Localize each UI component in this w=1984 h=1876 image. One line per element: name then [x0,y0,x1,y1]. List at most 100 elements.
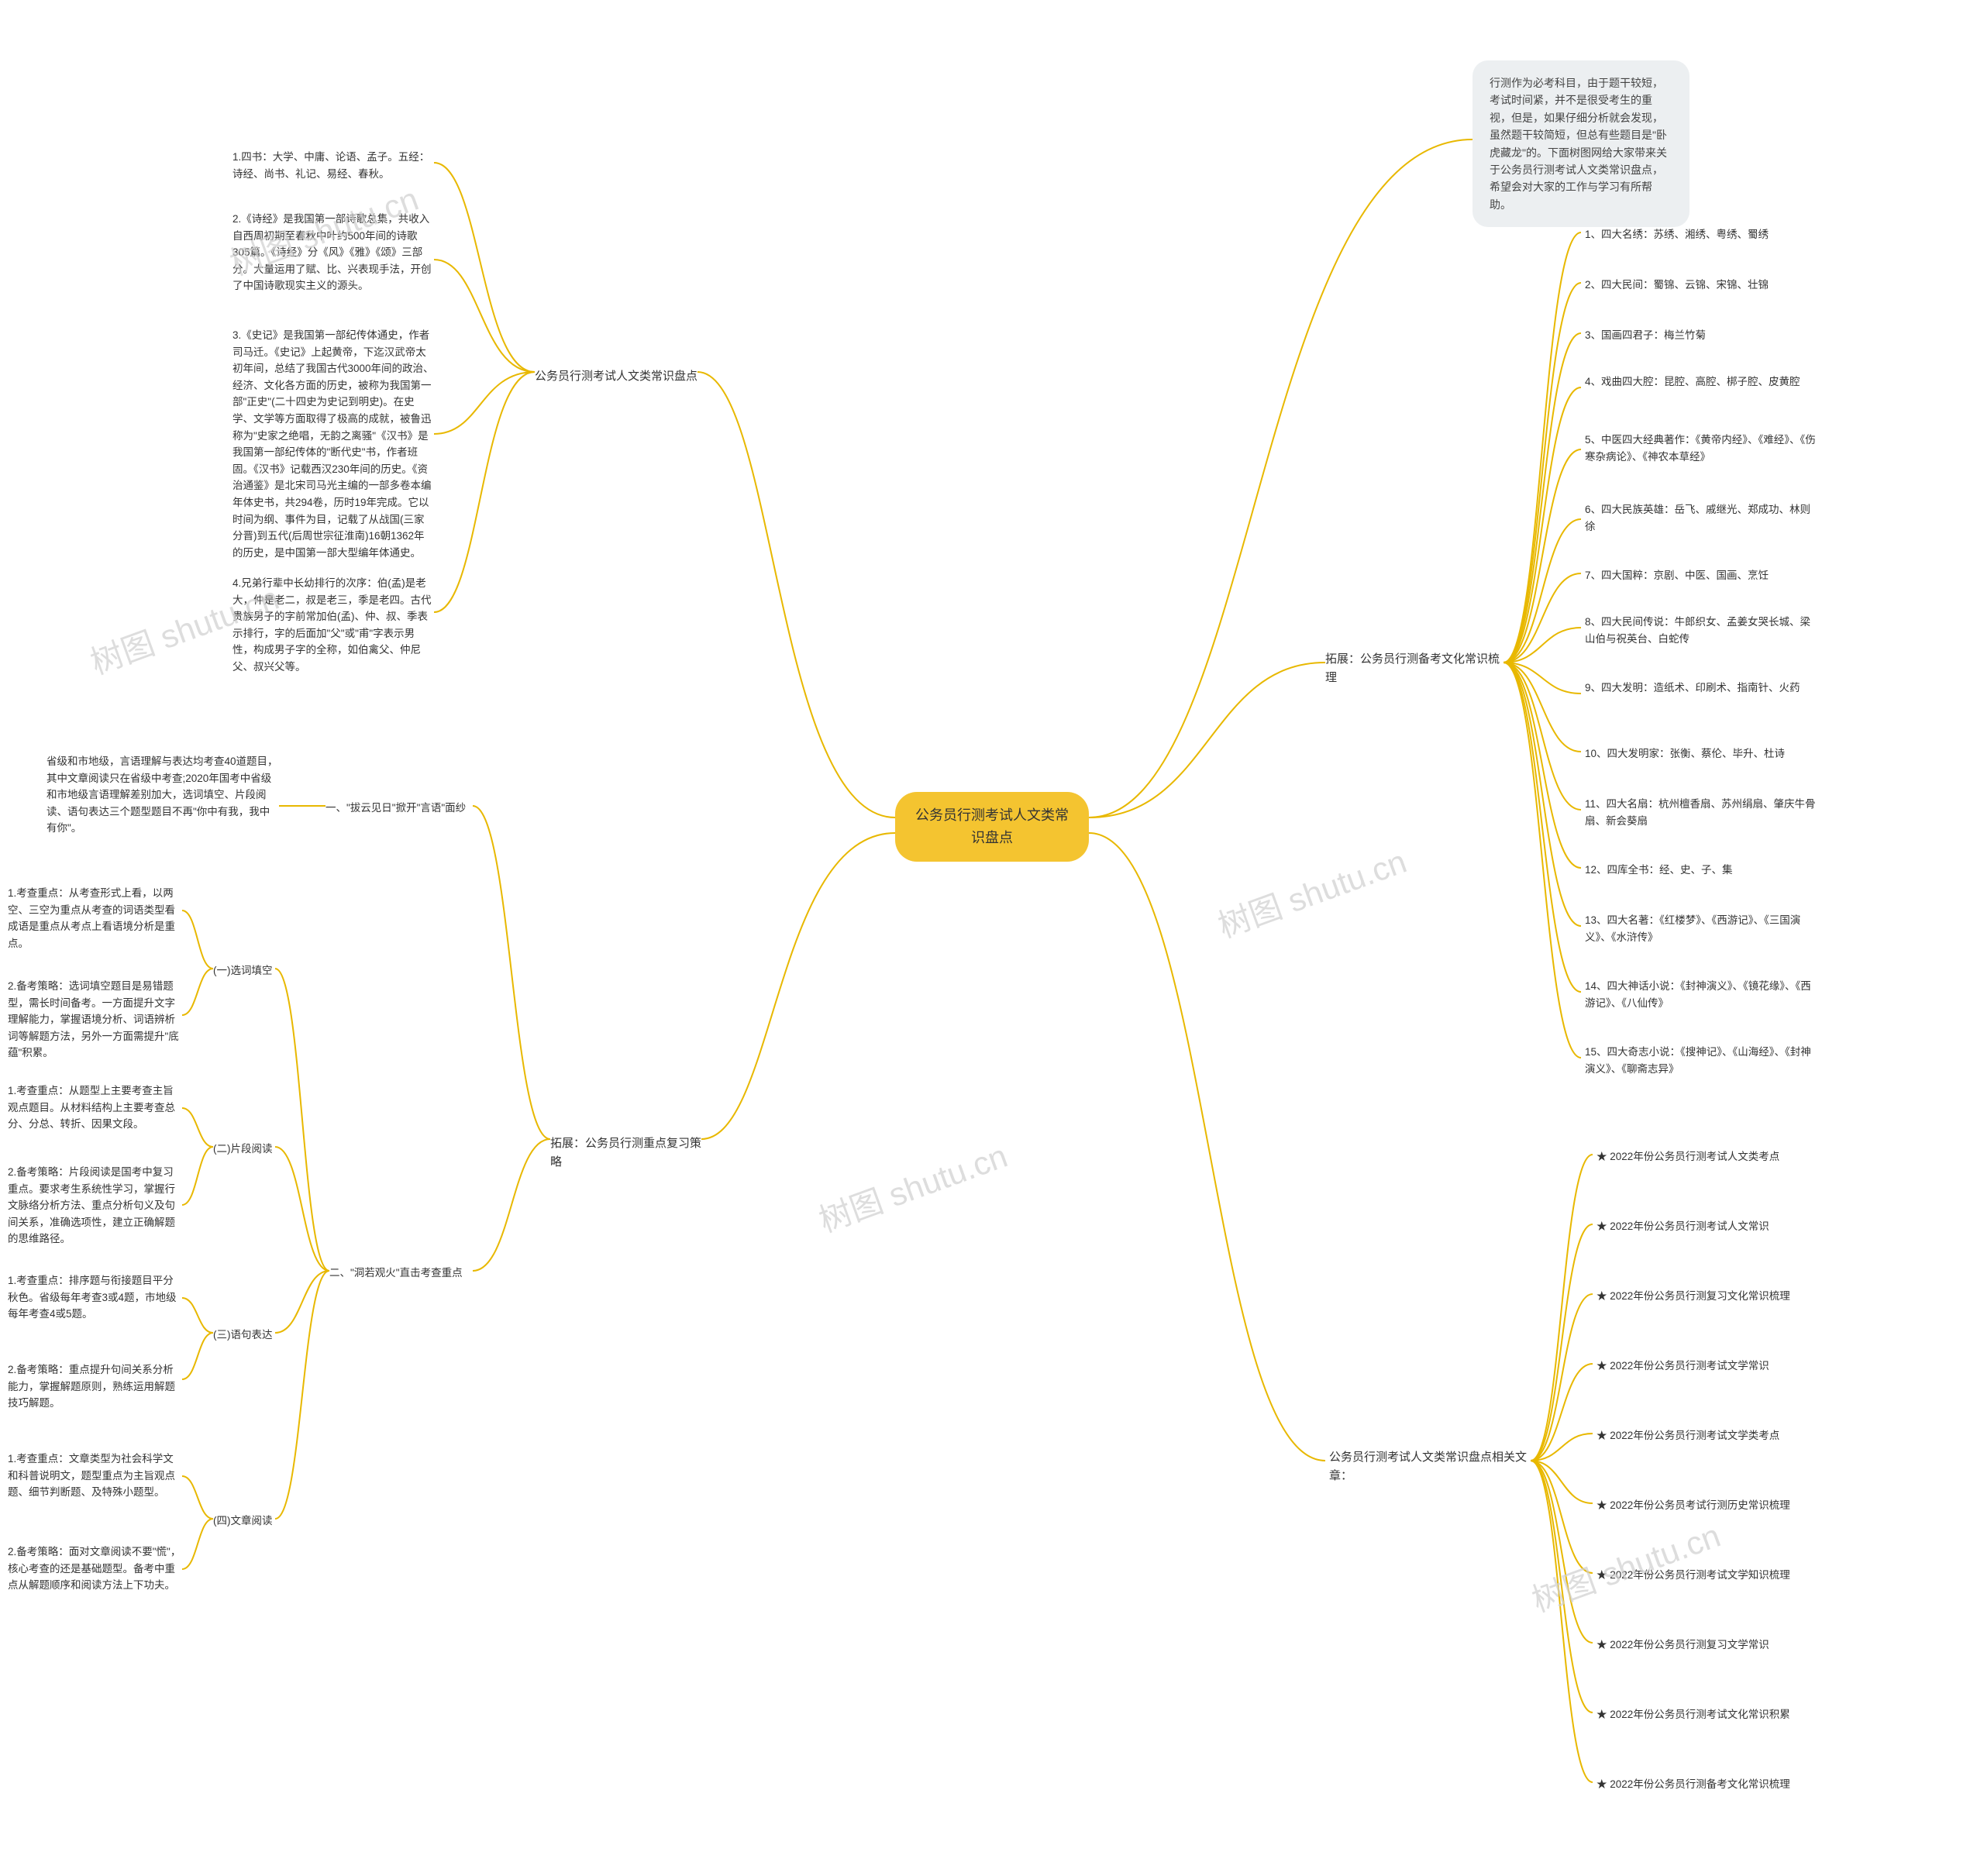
left-branch-1[interactable]: 公务员行测考试人文类常识盘点 [535,364,698,389]
left-branch-2-label: 拓展：公务员行测重点复习策略 [550,1137,701,1169]
lb2-sub-3-item-0: 1.考查重点：文章类型为社会科学文和科普说明文，题型重点为主旨观点题、细节判断题… [8,1449,182,1503]
rb1-item-1-text: 2、四大民间：蜀锦、云锦、宋锦、壮锦 [1585,279,1769,291]
lb2-sec1-text-content: 省级和市地级，言语理解与表达均考查40道题目，其中文章阅读只在省级中考查;202… [46,756,278,834]
lb2-sub-1-item-0-text: 1.考查重点：从题型上主要考查主旨观点题目。从材料结构上主要考查总分、分总、转折… [8,1085,175,1130]
rb1-item-12-text: 13、四大名著：《红楼梦》、《西游记》、《三国演义》、《水浒传》 [1585,914,1800,943]
rb1-item-14-text: 15、四大奇志小说：《搜神记》、《山海经》、《封神演义》、《聊斋志异》 [1585,1046,1811,1075]
intro-node: 行测作为必考科目，由于题干较短，考试时间紧，并不是很受考生的重视，但是，如果仔细… [1472,60,1690,227]
lb2-sub-3-item-1: 2.备考策略：面对文章阅读不要"慌"，核心考查的还是基础题型。备考中重点从解题顺… [8,1542,182,1595]
rb2-item-7-text: ★ 2022年份公务员行测复习文学常识 [1596,1639,1769,1651]
rb1-item-0-text: 1、四大名绣：苏绣、湘绣、粤绣、蜀绣 [1585,229,1769,240]
rb2-item-4-text: ★ 2022年份公务员行测考试文学类考点 [1596,1430,1779,1441]
lb2-sub-0-item-0-text: 1.考查重点：从考查形式上看，以两空、三空为重点从考查的词语类型看成语是重点从考… [8,887,175,949]
lb2-sub-2-item-1-text: 2.备考策略：重点提升句间关系分析能力，掌握解题原则，熟练运用解题技巧解题。 [8,1364,175,1409]
rb1-item-4-text: 5、中医四大经典著作：《黄帝内经》、《难经》、《伤寒杂病论》、《神农本草经》 [1585,434,1816,463]
lb2-sub-1[interactable]: (二)片段阅读 [213,1139,283,1159]
rb1-item-14: 15、四大奇志小说：《搜神记》、《山海经》、《封神演义》、《聊斋志异》 [1585,1042,1817,1079]
rb1-item-6-text: 7、四大国粹：京剧、中医、国画、烹饪 [1585,570,1769,581]
lb1-item-2: 3.《史记》是我国第一部纪传体通史，作者司马迁。《史记》上起黄帝，下迄汉武帝太初… [232,325,434,563]
rb1-item-13: 14、四大神话小说：《封神演义》、《镜花缘》、《西游记》、《八仙传》 [1585,976,1817,1013]
rb1-item-11: 12、四库全书：经、史、子、集 [1585,860,1817,880]
rb2-item-6-text: ★ 2022年份公务员行测考试文学知识梳理 [1596,1569,1790,1581]
rb1-item-9-text: 10、四大发明家：张衡、蔡伦、毕升、杜诗 [1585,748,1785,759]
rb2-item-2-text: ★ 2022年份公务员行测复习文化常识梳理 [1596,1290,1790,1302]
rb1-item-8: 9、四大发明：造纸术、印刷术、指南针、火药 [1585,678,1817,698]
rb1-item-5-text: 6、四大民族英雄：岳飞、戚继光、郑成功、林则徐 [1585,504,1810,532]
lb2-sub-1-item-0: 1.考查重点：从题型上主要考查主旨观点题目。从材料结构上主要考查总分、分总、转折… [8,1081,182,1134]
rb1-item-7-text: 8、四大民间传说：牛郎织女、孟姜女哭长城、梁山伯与祝英台、白蛇传 [1585,616,1810,645]
watermark-text: 树图 shutu.cn [815,1138,1012,1239]
rb2-item-1: ★ 2022年份公务员行测考试人文常识 [1596,1217,1844,1237]
right-branch-1-label: 拓展：公务员行测备考文化常识梳理 [1325,652,1500,684]
rb1-item-10: 11、四大名扇：杭州檀香扇、苏州绢扇、肇庆牛骨扇、新会葵扇 [1585,794,1817,831]
lb1-item-0: 1.四书：大学、中庸、论语、孟子。五经：诗经、尚书、礼记、易经、春秋。 [232,147,434,184]
rb1-item-5: 6、四大民族英雄：岳飞、戚继光、郑成功、林则徐 [1585,500,1817,536]
lb2-sub-1-label: (二)片段阅读 [213,1143,273,1155]
rb1-item-1: 2、四大民间：蜀锦、云锦、宋锦、壮锦 [1585,275,1817,295]
watermark: 树图 shutu.cn [811,1130,1013,1241]
left-branch-2[interactable]: 拓展：公务员行测重点复习策略 [550,1131,705,1175]
rb1-item-0: 1、四大名绣：苏绣、湘绣、粤绣、蜀绣 [1585,225,1817,245]
lb1-item-0-text: 1.四书：大学、中庸、论语、孟子。五经：诗经、尚书、礼记、易经、春秋。 [232,151,429,180]
rb2-item-9-text: ★ 2022年份公务员行测备考文化常识梳理 [1596,1778,1790,1790]
rb2-item-0-text: ★ 2022年份公务员行测考试人文类考点 [1596,1151,1779,1162]
lb2-sub-2-label: (三)语句表达 [213,1329,273,1341]
right-branch-2[interactable]: 公务员行测考试人文类常识盘点相关文章： [1329,1445,1531,1489]
rb2-item-6: ★ 2022年份公务员行测考试文学知识梳理 [1596,1565,1844,1585]
rb2-item-8-text: ★ 2022年份公务员行测考试文化常识积累 [1596,1709,1790,1720]
lb1-item-2-text: 3.《史记》是我国第一部纪传体通史，作者司马迁。《史记》上起黄帝，下迄汉武帝太初… [232,329,434,559]
center-node[interactable]: 公务员行测考试人文类常识盘点 [895,792,1089,862]
left-branch-1-label: 公务员行测考试人文类常识盘点 [535,370,698,383]
lb2-sub-2-item-0: 1.考查重点：排序题与衔接题目平分秋色。省级每年考查3或4题，市地级每年考查4或… [8,1271,182,1324]
lb2-sub-0-item-1-text: 2.备考策略：选词填空题目是易错题型，需长时间备考。一方面提升文字理解能力，掌握… [8,980,179,1058]
rb1-item-13-text: 14、四大神话小说：《封神演义》、《镜花缘》、《西游记》、《八仙传》 [1585,980,1811,1009]
lb2-sub-2-item-1: 2.备考策略：重点提升句间关系分析能力，掌握解题原则，熟练运用解题技巧解题。 [8,1360,182,1413]
watermark-text: 树图 shutu.cn [1214,843,1411,945]
rb2-item-5: ★ 2022年份公务员考试行测历史常识梳理 [1596,1496,1844,1516]
rb2-item-0: ★ 2022年份公务员行测考试人文类考点 [1596,1147,1844,1167]
lb2-sec1[interactable]: 一、"拔云见日"掀开"言语"面纱 [326,798,480,818]
lb2-sub-0[interactable]: (一)选词填空 [213,961,283,981]
lb2-sub-0-item-1: 2.备考策略：选词填空题目是易错题型，需长时间备考。一方面提升文字理解能力，掌握… [8,976,182,1063]
lb2-sub-1-item-1: 2.备考策略：片段阅读是国考中复习重点。要求考生系统性学习，掌握行文脉络分析方法… [8,1162,182,1249]
rb2-item-3: ★ 2022年份公务员行测考试文学常识 [1596,1356,1844,1376]
rb1-item-3-text: 4、戏曲四大腔：昆腔、高腔、梆子腔、皮黄腔 [1585,376,1800,387]
rb2-item-4: ★ 2022年份公务员行测考试文学类考点 [1596,1426,1844,1446]
lb2-sub-2[interactable]: (三)语句表达 [213,1325,283,1345]
center-title: 公务员行测考试人文类常识盘点 [915,807,1069,845]
rb1-item-9: 10、四大发明家：张衡、蔡伦、毕升、杜诗 [1585,744,1817,764]
right-branch-1[interactable]: 拓展：公务员行测备考文化常识梳理 [1325,647,1504,690]
rb1-item-12: 13、四大名著：《红楼梦》、《西游记》、《三国演义》、《水浒传》 [1585,910,1817,947]
rb1-item-10-text: 11、四大名扇：杭州檀香扇、苏州绢扇、肇庆牛骨扇、新会葵扇 [1585,798,1816,827]
rb2-item-8: ★ 2022年份公务员行测考试文化常识积累 [1596,1705,1844,1725]
rb2-item-9: ★ 2022年份公务员行测备考文化常识梳理 [1596,1774,1844,1795]
lb2-sec1-text: 省级和市地级，言语理解与表达均考查40道题目，其中文章阅读只在省级中考查;202… [46,752,279,838]
rb2-item-1-text: ★ 2022年份公务员行测考试人文常识 [1596,1220,1769,1232]
rb2-item-5-text: ★ 2022年份公务员考试行测历史常识梳理 [1596,1499,1790,1511]
lb2-sub-0-label: (一)选词填空 [213,965,273,976]
lb2-sub-3-item-1-text: 2.备考策略：面对文章阅读不要"慌"，核心考查的还是基础题型。备考中重点从解题顺… [8,1546,181,1591]
lb2-sub-0-item-0: 1.考查重点：从考查形式上看，以两空、三空为重点从考查的词语类型看成语是重点从考… [8,883,182,953]
right-branch-2-label: 公务员行测考试人文类常识盘点相关文章： [1329,1451,1527,1482]
lb2-sub-3-label: (四)文章阅读 [213,1515,273,1527]
lb2-sec1-label: 一、"拔云见日"掀开"言语"面纱 [326,802,466,814]
rb1-item-11-text: 12、四库全书：经、史、子、集 [1585,864,1733,876]
lb2-sub-2-item-0-text: 1.考查重点：排序题与衔接题目平分秋色。省级每年考查3或4题，市地级每年考查4或… [8,1275,177,1320]
rb2-item-7: ★ 2022年份公务员行测复习文学常识 [1596,1635,1844,1655]
watermark: 树图 shutu.cn [1211,835,1412,947]
lb2-sub-1-item-1-text: 2.备考策略：片段阅读是国考中复习重点。要求考生系统性学习，掌握行文脉络分析方法… [8,1166,175,1244]
rb1-item-3: 4、戏曲四大腔：昆腔、高腔、梆子腔、皮黄腔 [1585,372,1817,392]
rb2-item-3-text: ★ 2022年份公务员行测考试文学常识 [1596,1360,1769,1372]
rb1-item-8-text: 9、四大发明：造纸术、印刷术、指南针、火药 [1585,682,1800,694]
lb1-item-1-text: 2.《诗经》是我国第一部诗歌总集，共收入自西周初期至春秋中叶约500年间的诗歌3… [232,213,432,291]
lb2-sec2-label: 二、"洞若观火"直击考查重点 [329,1267,463,1279]
rb2-item-2: ★ 2022年份公务员行测复习文化常识梳理 [1596,1286,1844,1306]
rb1-item-2: 3、国画四君子：梅兰竹菊 [1585,325,1817,346]
intro-text: 行测作为必考科目，由于题干较短，考试时间紧，并不是很受考生的重视，但是，如果仔细… [1490,77,1667,211]
lb2-sub-3[interactable]: (四)文章阅读 [213,1511,283,1531]
lb2-sec2[interactable]: 二、"洞若观火"直击考查重点 [329,1263,477,1283]
rb1-item-7: 8、四大民间传说：牛郎织女、孟姜女哭长城、梁山伯与祝英台、白蛇传 [1585,612,1817,649]
lb1-item-3-text: 4.兄弟行辈中长幼排行的次序：伯(孟)是老大，仲是老二，叔是老三，季是老四。古代… [232,577,432,673]
lb1-item-1: 2.《诗经》是我国第一部诗歌总集，共收入自西周初期至春秋中叶约500年间的诗歌3… [232,209,434,296]
rb1-item-4: 5、中医四大经典著作：《黄帝内经》、《难经》、《伤寒杂病论》、《神农本草经》 [1585,430,1817,466]
